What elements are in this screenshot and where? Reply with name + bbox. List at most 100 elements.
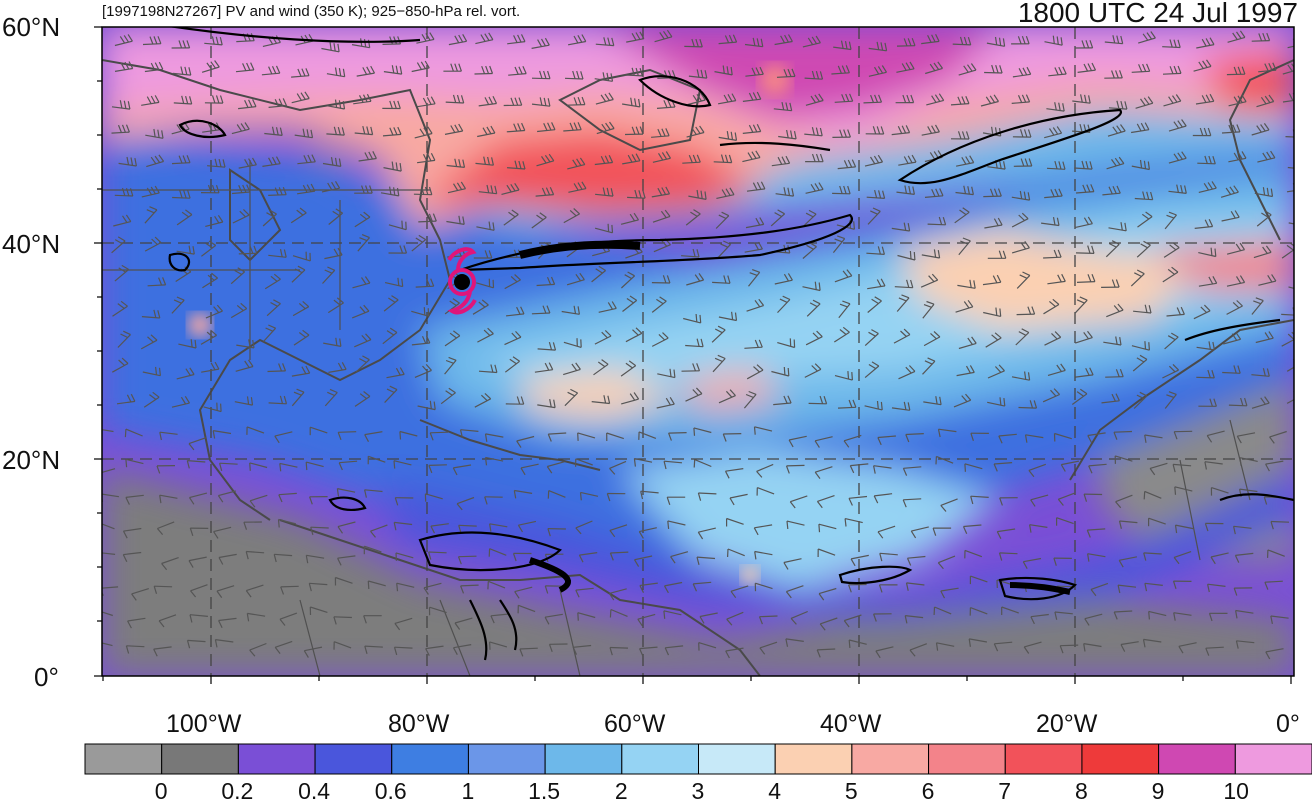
wind-barb-feather [755, 427, 756, 435]
wind-barb [414, 194, 432, 195]
lat-label-60n: 60°N [2, 12, 60, 43]
wind-barb-feather [1215, 249, 1216, 257]
wind-barb-feather [1305, 218, 1306, 226]
wind-barb [239, 253, 257, 254]
colorbar [85, 744, 1312, 774]
colorbar-swatch [162, 744, 239, 774]
colorbar-swatch [852, 744, 929, 774]
wind-barb-feather [1149, 342, 1150, 350]
colorbar-swatch [1082, 744, 1159, 774]
wind-barb-feather [1297, 308, 1299, 316]
lon-label-20w: 20°W [1036, 710, 1097, 739]
wind-barb-feather [664, 611, 665, 619]
wind-barb [459, 525, 477, 526]
wind-barb-feather [668, 521, 669, 529]
wind-barb-feather [914, 252, 915, 260]
wind-barb-feather [881, 402, 882, 410]
wind-barb-feather [1175, 487, 1176, 495]
wind-barb-feather [819, 524, 820, 532]
wind-barb-feather [1297, 183, 1301, 190]
wind-barb-feather [578, 613, 579, 621]
wind-barb [520, 648, 538, 649]
lon-label-80w: 80°W [388, 710, 449, 739]
wind-barb-feather [608, 224, 609, 232]
wind-barb-feather [126, 459, 127, 467]
wind-barb-feather [1297, 130, 1299, 138]
wind-barb [475, 74, 493, 75]
wind-barb [532, 313, 550, 314]
wind-barb [1197, 163, 1215, 164]
wind-barb-feather [696, 314, 697, 322]
wind-barb-feather [854, 221, 855, 229]
colorbar-label: 5 [845, 778, 858, 805]
wind-barb [928, 224, 946, 225]
colorbar-label: 0.4 [298, 778, 330, 805]
wind-barb [268, 371, 286, 372]
wind-barb [684, 46, 702, 47]
wind-barb-feather [700, 315, 701, 323]
wind-barb [143, 44, 161, 45]
colorbar-swatch [1005, 744, 1082, 774]
wind-barb [567, 105, 585, 106]
colorbar-label: 3 [692, 778, 705, 805]
colorbar-label: 1.5 [528, 778, 560, 805]
wind-barb [714, 162, 732, 163]
wind-barb-feather [125, 429, 126, 437]
wind-barb-feather [788, 368, 789, 376]
valid-time: 1800 UTC 24 Jul 1997 [1018, 0, 1298, 29]
wind-barb [1000, 553, 1018, 554]
wind-barb [984, 73, 1002, 74]
lat-label-20n: 20°N [2, 445, 60, 476]
colorbar-swatch [1159, 744, 1236, 774]
wind-barb-feather [1297, 389, 1303, 394]
lon-label-40w: 40°W [820, 710, 881, 739]
wind-barb-feather [694, 460, 695, 468]
wind-barb-feather [1000, 309, 1001, 317]
colorbar-label: 9 [1152, 778, 1165, 805]
wind-barb-feather [424, 307, 425, 315]
wind-barb [1252, 41, 1270, 42]
wind-barb [1019, 408, 1037, 409]
colorbar-swatch [238, 744, 315, 774]
wind-barb-feather [394, 461, 395, 469]
colorbar-swatch [1235, 744, 1312, 774]
wind-barb [1060, 645, 1078, 646]
colorbar-label: 8 [1075, 778, 1088, 805]
wind-barb-feather [1149, 611, 1150, 619]
colorbar-swatch [468, 744, 545, 774]
wind-barb [1196, 377, 1214, 378]
wind-barb-feather [1304, 162, 1306, 170]
colorbar-label: 0.2 [221, 778, 253, 805]
wind-barb-feather [96, 429, 97, 437]
map-field [95, 20, 1306, 676]
wind-barb-feather [400, 432, 401, 440]
wind-barb-feather [306, 462, 307, 470]
wind-barb-feather [368, 581, 369, 589]
wind-barb [1114, 432, 1132, 433]
wind-barb-feather [402, 221, 403, 229]
colorbar-label: 1 [461, 778, 474, 805]
wind-barb-feather [787, 521, 788, 529]
wind-barb-feather [784, 367, 785, 375]
wind-barb [154, 586, 172, 587]
colorbar-swatch [929, 744, 1006, 774]
wind-barb [338, 432, 356, 433]
wind-barb [1105, 377, 1123, 378]
wind-barb [983, 196, 1001, 197]
wind-barb-feather [852, 372, 853, 380]
wind-barb-feather [1297, 92, 1301, 99]
wind-barb-feather [1302, 283, 1303, 291]
wind-barb [760, 616, 778, 617]
wind-barb-feather [1144, 491, 1145, 499]
lon-label-60w: 60°W [604, 710, 665, 739]
wind-barb [1163, 73, 1181, 74]
lat-label-40n: 40°N [2, 229, 60, 260]
colorbar-label: 7 [998, 778, 1011, 805]
wind-barb [1043, 257, 1061, 258]
wind-barb [115, 195, 133, 196]
wind-barb-feather [878, 401, 879, 409]
wind-barb-feather [1300, 161, 1302, 169]
wind-barb [565, 78, 583, 79]
colorbar-swatch [622, 744, 699, 774]
